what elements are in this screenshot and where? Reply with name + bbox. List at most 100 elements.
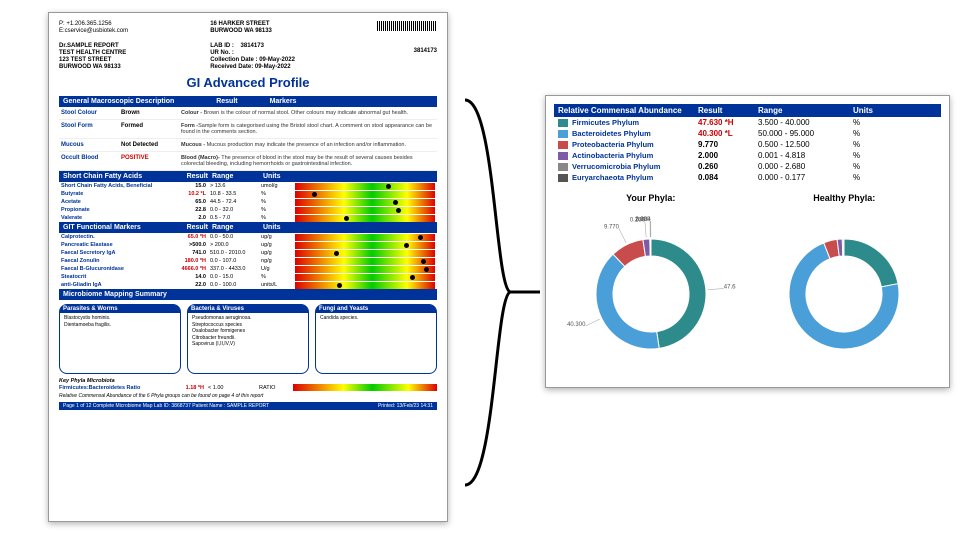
data-row: Pancreatic Elastase>500.0> 200.0ug/g [59, 241, 437, 249]
marker-units: % [261, 215, 291, 221]
macro-result: POSITIVE [121, 155, 181, 167]
phylum-units: % [853, 151, 937, 160]
color-swatch-icon [558, 152, 568, 160]
barcode-icon [377, 21, 437, 31]
key-note: Relative Commensal Abundance of the 6 Ph… [59, 393, 437, 399]
marker-range: 0.5 - 7.0 [206, 215, 261, 221]
heatbar [295, 282, 435, 289]
macro-result: Brown [121, 110, 181, 116]
phylum-result: 0.084 [698, 173, 758, 182]
marker-name: Pancreatic Elastase [61, 242, 171, 248]
heatbar [295, 191, 435, 198]
marker-range: 0.0 - 50.0 [206, 234, 261, 240]
summary-title: Fungi and Yeasts [316, 305, 436, 313]
healthy-phyla-chart: Healthy Phyla: [759, 193, 929, 379]
phylum-row: Actinobacteria Phylum2.0000.001 - 4.818% [554, 150, 941, 161]
slice-label: 0.084 [636, 217, 652, 223]
phylum-units: % [853, 118, 937, 127]
data-row: Steatocrit14.00.0 - 15.0% [59, 273, 437, 281]
recv: 09-May-2022 [255, 64, 291, 70]
macro-desc: Blood (Macro)- The presence of blood in … [181, 155, 435, 167]
marker-units: % [261, 274, 291, 280]
phylum-result: 47.630 *H [698, 118, 758, 127]
phylum-row: Euryarchaeota Phylum0.0840.000 - 0.177% [554, 172, 941, 183]
microbiome-header: Microbiome Mapping Summary [59, 289, 437, 300]
data-row: Faecal Secretory IgA741.0510.0 - 2010.0u… [59, 249, 437, 257]
marker-name: Short Chain Fatty Acids, Beneficial [61, 183, 171, 189]
macro-result: Not Detected [121, 142, 181, 148]
macro-row: MucousNot DetectedMucous - Mucous produc… [59, 139, 437, 152]
data-row: anti-Gliadin IgA22.00.0 - 100.0units/L [59, 281, 437, 289]
heatbar [295, 258, 435, 265]
phylum-name: Bacteroidetes Phylum [572, 129, 698, 138]
color-swatch-icon [558, 141, 568, 149]
data-row: Acetate65.044.5 - 72.4% [59, 198, 437, 206]
summary-title: Parasites & Worms [60, 305, 180, 313]
addr1: 123 TEST STREET [59, 57, 111, 63]
marker-result: 65.0 [171, 199, 206, 205]
macro-label: Stool Form [61, 123, 121, 135]
marker-name: Valerate [61, 215, 171, 221]
marker-units: % [261, 207, 291, 213]
data-row: Short Chain Fatty Acids, Beneficial15.0>… [59, 182, 437, 190]
marker-units: % [261, 199, 291, 205]
marker-name: Calprotectin. [61, 234, 171, 240]
footer-left: Page 1 of 12 Complete Microbiome Map Lab… [63, 403, 269, 409]
patient-addr2: BURWOOD WA 98133 [210, 28, 272, 34]
your-chart-title: Your Phyla: [566, 193, 736, 203]
marker-range: 0.0 - 107.0 [206, 258, 261, 264]
phylum-range: 0.500 - 12.500 [758, 140, 853, 149]
ratio-value: 1.18 *H [169, 385, 204, 391]
heatbar [295, 183, 435, 190]
phylum-name: Euryarchaeota Phylum [572, 173, 698, 182]
color-swatch-icon [558, 174, 568, 182]
phylum-range: 50.000 - 95.000 [758, 129, 853, 138]
marker-result: 14.0 [171, 274, 206, 280]
marker-range: > 13.6 [206, 183, 261, 189]
marker-units: ug/g [261, 234, 291, 240]
coll: 09-May-2022 [259, 57, 295, 63]
phylum-name: Firmicutes Phylum [572, 118, 698, 127]
marker-result: 65.0 *H [171, 234, 206, 240]
key-phyla: Key Phyla Microbiota Firmicutes:Bacteroi… [59, 378, 437, 399]
email: E:cservice@usbiotek.com [59, 28, 128, 35]
marker-units: ug/g [261, 242, 291, 248]
key-title: Key Phyla Microbiota [59, 378, 115, 384]
phylum-units: % [853, 140, 937, 149]
healthy-chart-title: Healthy Phyla: [759, 193, 929, 203]
git-header: GIT Functional Markers Result Range Unit… [59, 222, 437, 233]
page-footer: Page 1 of 12 Complete Microbiome Map Lab… [59, 402, 437, 410]
color-swatch-icon [558, 163, 568, 171]
marker-units: units/L [261, 282, 291, 288]
phylum-units: % [853, 129, 937, 138]
summary-item: Dientamoeba fragilis. [64, 322, 176, 329]
marker-range: 0.0 - 32.0 [206, 207, 261, 213]
phylum-units: % [853, 173, 937, 182]
scfa-header: Short Chain Fatty Acids Result Range Uni… [59, 171, 437, 182]
marker-range: 0.0 - 100.0 [206, 282, 261, 288]
phylum-range: 0.000 - 2.680 [758, 162, 853, 171]
donut-slice [844, 239, 898, 287]
page-title: GI Advanced Profile [59, 75, 437, 90]
marker-result: 4666.0 *H [171, 266, 206, 272]
ur-lbl: UR No. : [210, 50, 234, 56]
macro-label: Stool Colour [61, 110, 121, 116]
phylum-row: Firmicutes Phylum47.630 *H3.500 - 40.000… [554, 117, 941, 128]
macro-row: Stool FormFormedForm -Sample form is cat… [59, 120, 437, 139]
phylum-range: 0.001 - 4.818 [758, 151, 853, 160]
your-phyla-chart: Your Phyla: 47.63040.3009.7700.2602.0000… [566, 193, 736, 379]
marker-name: Faecal B-Glucuronidase [61, 266, 171, 272]
data-row: Faecal Zonulin180.0 *H0.0 - 107.0ng/g [59, 257, 437, 265]
summary-box: Fungi and YeastsCandida species. [315, 304, 437, 374]
phylum-row: Proteobacteria Phylum9.7700.500 - 12.500… [554, 139, 941, 150]
data-row: Valerate2.00.5 - 7.0% [59, 214, 437, 222]
heatbar [295, 199, 435, 206]
panel-header: Relative Commensal Abundance Result Rang… [554, 104, 941, 117]
report-page: P: +1.206.365.1256 E:cservice@usbiotek.c… [48, 12, 448, 522]
labid-lbl: LAB ID : [210, 43, 234, 49]
labid: 3814173 [241, 43, 264, 49]
macro-row: Occult BloodPOSITIVEBlood (Macro)- The p… [59, 152, 437, 171]
barcode-num: 3814173 [414, 48, 437, 54]
macro-label: Mucous [61, 142, 121, 148]
heatbar [295, 215, 435, 222]
